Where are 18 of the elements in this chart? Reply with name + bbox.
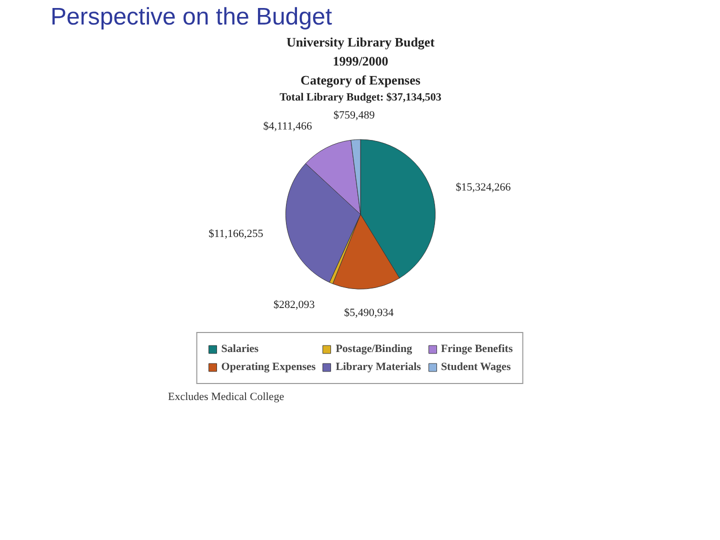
chart-title: Perspective on the Budget [50,4,332,30]
legend-label: Postage/Binding [336,343,412,355]
legend-label: Salaries [221,343,259,355]
text: Category of Expenses [300,72,420,88]
data-label: $11,166,255 [208,228,264,240]
data-label: $5,490,934 [344,306,394,319]
chart-subtitle: University Library Budget [286,34,436,50]
legend-label: Fringe Benefits [440,343,513,355]
legend-label: Library Materials [336,361,421,373]
text: Excludes Medical College [168,391,284,404]
data-label: $4,111,466 [263,120,312,132]
data-label: $759,489 [334,110,376,122]
text: Total Library Budget: $37,134,503 [280,92,442,104]
data-label: $282,093 [273,299,316,312]
text: 1999/2000 [332,54,388,68]
data-label: $15,324,266 [456,182,512,194]
legend-label: Operating Expenses [221,361,316,373]
legend-label: Student Wages [440,361,511,373]
